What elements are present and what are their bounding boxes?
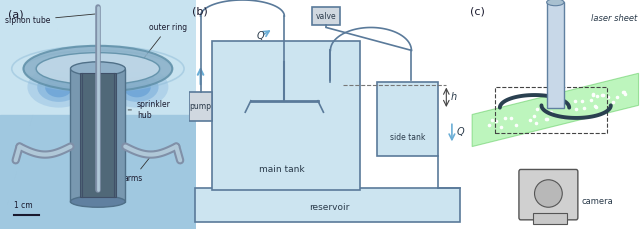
Point: [541, 117, 551, 121]
Point: [602, 95, 612, 99]
Ellipse shape: [28, 66, 90, 108]
Point: [571, 107, 582, 110]
Point: [500, 116, 510, 119]
Text: (b): (b): [192, 7, 208, 17]
Bar: [80, 73, 116, 197]
Point: [588, 93, 598, 96]
Text: 1 cm: 1 cm: [13, 201, 32, 210]
Bar: [195, 188, 460, 222]
Ellipse shape: [45, 77, 73, 97]
Polygon shape: [472, 73, 639, 147]
Text: main tank: main tank: [259, 165, 304, 174]
Text: (a): (a): [8, 9, 24, 19]
Text: outer ring: outer ring: [143, 23, 187, 60]
Bar: [376, 82, 438, 156]
Point: [543, 104, 553, 107]
Point: [586, 98, 596, 102]
Text: arms: arms: [123, 151, 155, 183]
Point: [612, 95, 623, 98]
Point: [592, 94, 602, 98]
Text: siphon tube: siphon tube: [4, 14, 95, 25]
Text: valve: valve: [316, 11, 336, 21]
Text: reservoir: reservoir: [309, 203, 349, 212]
Bar: [0, 114, 196, 229]
Point: [496, 125, 507, 129]
Point: [546, 110, 556, 114]
Text: pump: pump: [189, 102, 212, 111]
Point: [569, 100, 580, 103]
Point: [510, 123, 521, 127]
Bar: [547, 2, 564, 108]
Point: [487, 119, 497, 122]
Bar: [189, 92, 212, 121]
Point: [588, 94, 598, 97]
Text: (c): (c): [471, 7, 485, 17]
Text: side tank: side tank: [390, 133, 425, 142]
Bar: [71, 69, 125, 202]
Text: $Q$: $Q$: [256, 29, 266, 42]
Bar: [312, 7, 340, 25]
Point: [607, 101, 618, 104]
FancyBboxPatch shape: [519, 169, 578, 220]
Ellipse shape: [106, 66, 168, 108]
Point: [591, 105, 601, 109]
Point: [491, 120, 501, 123]
Point: [545, 110, 555, 114]
Point: [506, 116, 516, 120]
Text: camera: camera: [582, 197, 613, 206]
Point: [525, 118, 535, 122]
Point: [597, 93, 607, 97]
Point: [579, 106, 589, 110]
Ellipse shape: [71, 62, 125, 76]
Text: sprinkler
hub: sprinkler hub: [128, 100, 171, 120]
Point: [558, 115, 568, 119]
Point: [619, 90, 629, 93]
Point: [529, 114, 539, 118]
Ellipse shape: [116, 72, 159, 102]
Point: [484, 123, 494, 127]
Ellipse shape: [36, 53, 160, 85]
Point: [590, 104, 600, 108]
Point: [598, 93, 608, 97]
Ellipse shape: [37, 72, 80, 102]
Point: [577, 99, 587, 103]
Bar: [212, 41, 360, 190]
Ellipse shape: [546, 0, 564, 6]
Point: [620, 92, 630, 96]
Ellipse shape: [123, 77, 151, 97]
Ellipse shape: [24, 46, 172, 92]
Point: [532, 107, 542, 111]
Point: [542, 117, 552, 120]
Ellipse shape: [535, 180, 562, 207]
Text: $Q$: $Q$: [456, 125, 465, 138]
Point: [532, 121, 542, 125]
Text: laser sheet: laser sheet: [591, 14, 637, 23]
Point: [618, 90, 629, 94]
Bar: [533, 213, 568, 224]
Bar: [0, 0, 196, 114]
Text: h: h: [451, 92, 456, 102]
Bar: [494, 87, 607, 133]
Ellipse shape: [71, 196, 125, 207]
